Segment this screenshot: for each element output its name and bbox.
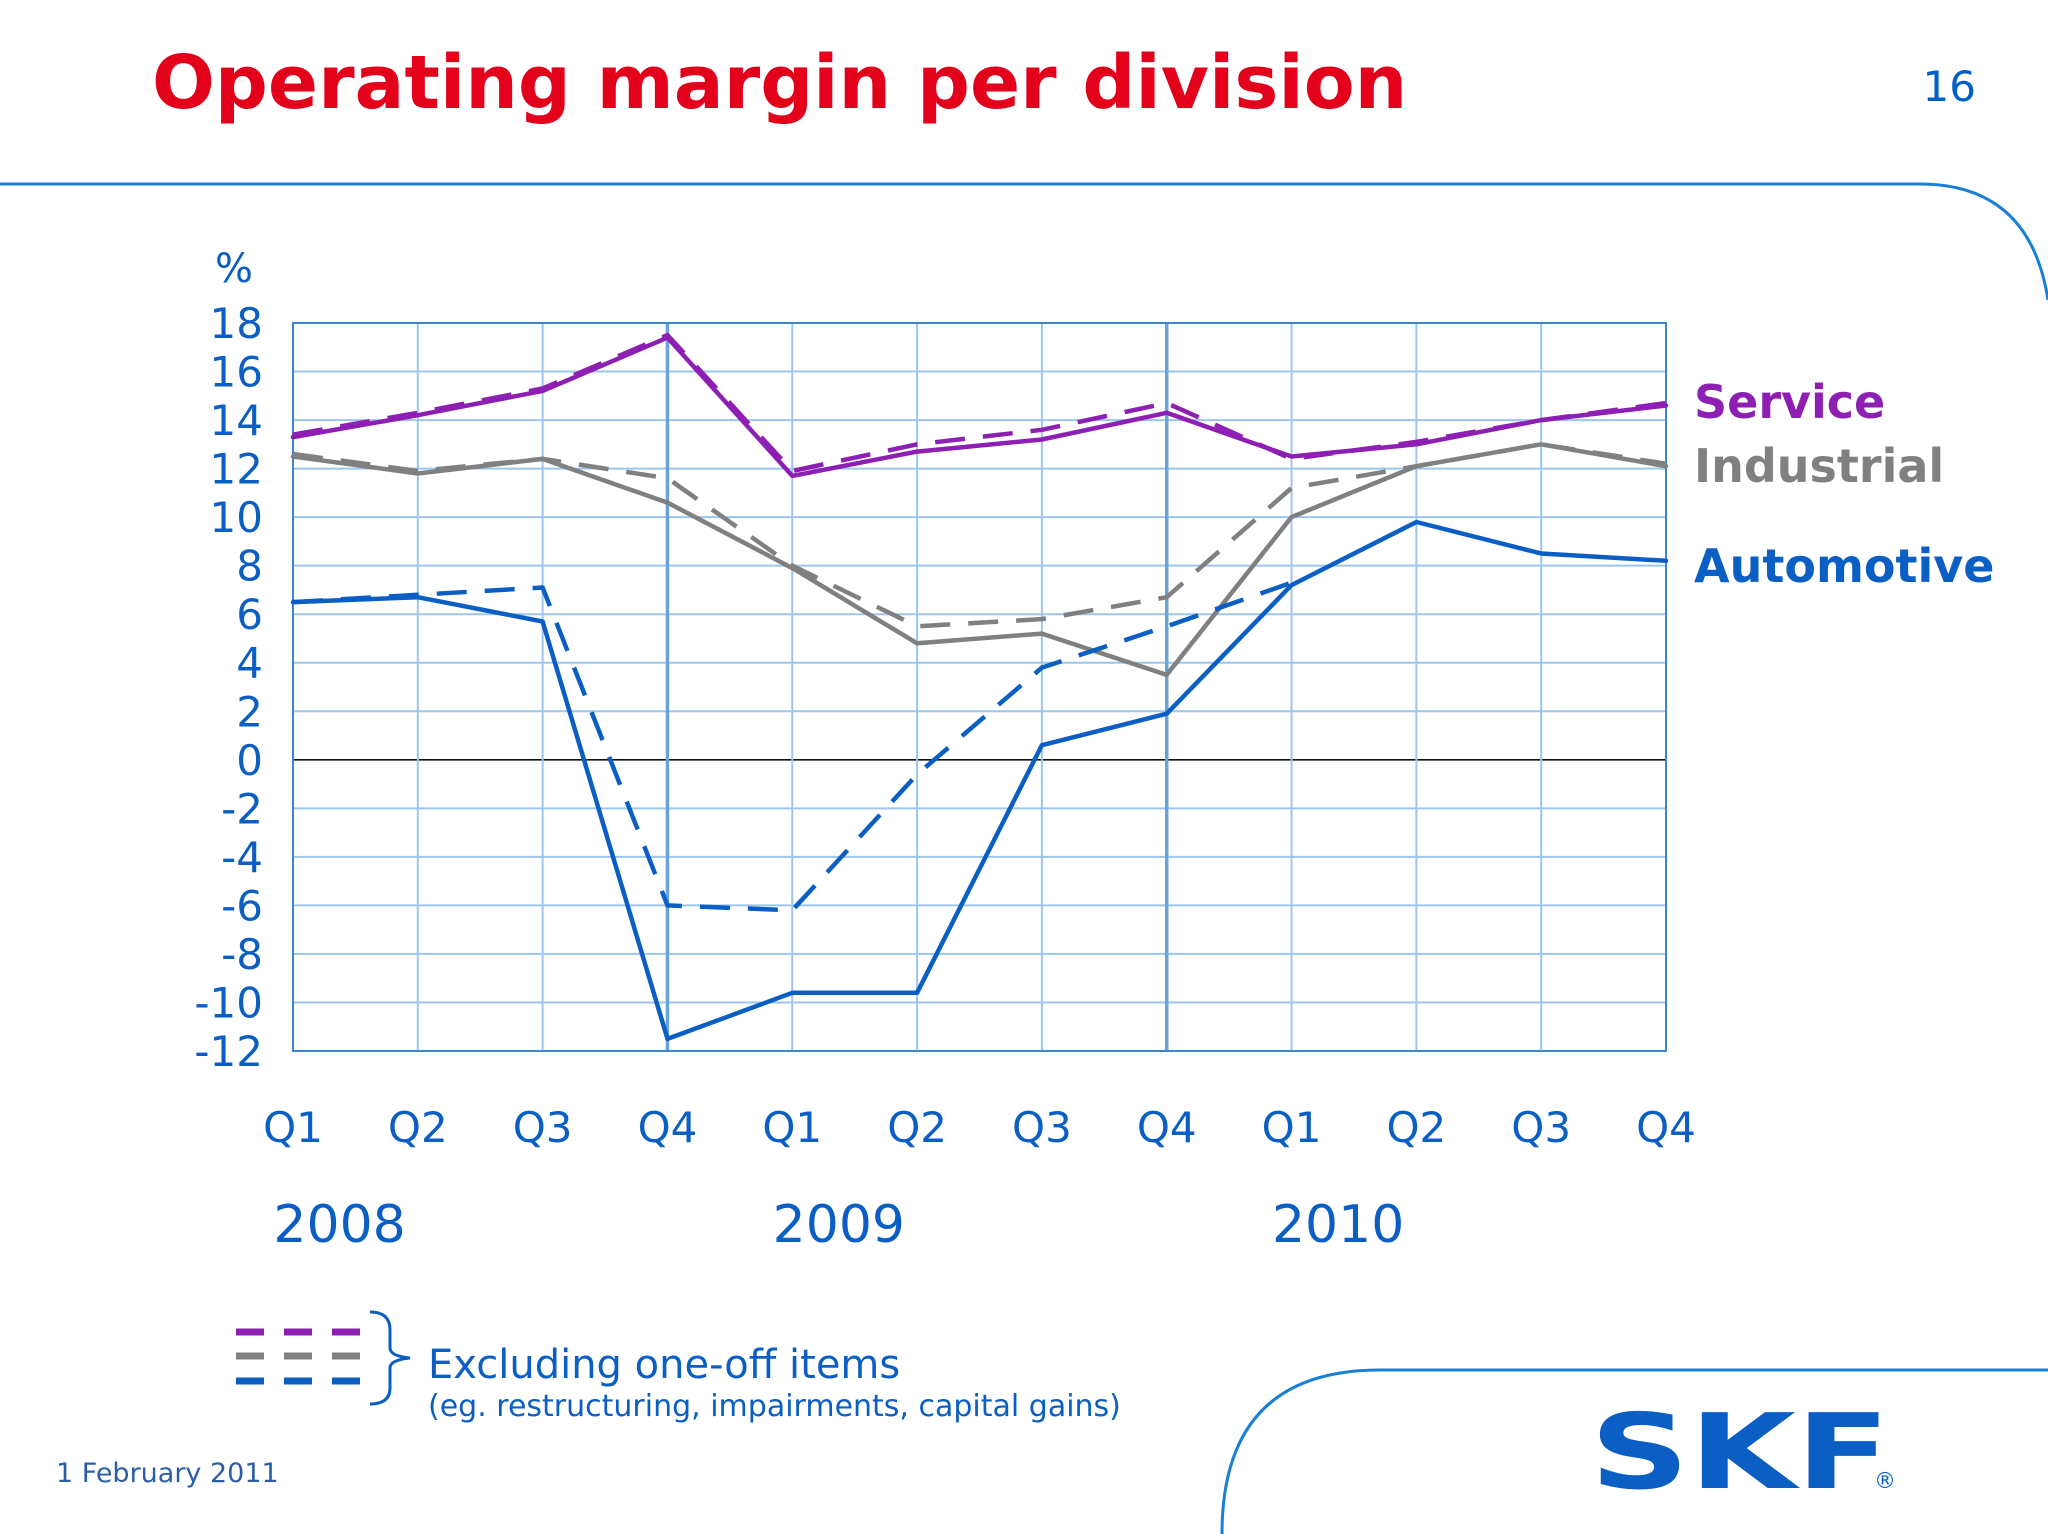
dashed-legend: Excluding one-off items (eg. restructuri… — [236, 1310, 1121, 1424]
x-tick-label: Q1 — [1262, 1103, 1322, 1152]
year-label: 2009 — [773, 1195, 905, 1255]
skf-logo-registered-mark: ® — [1874, 1469, 1896, 1494]
y-tick-label: 16 — [210, 348, 263, 397]
x-tick-label: Q2 — [1386, 1103, 1446, 1152]
legend-note: Excluding one-off items — [428, 1342, 900, 1388]
series-line-automotive — [290, 519, 1669, 1042]
year-label: 2008 — [273, 1195, 405, 1255]
y-tick-label: 12 — [210, 445, 263, 494]
page-title: Operating margin per division — [152, 40, 1408, 126]
legend-brace — [369, 1310, 411, 1406]
x-tick-label: Q3 — [1511, 1103, 1571, 1152]
x-tick-label: Q3 — [1012, 1103, 1072, 1152]
x-tick-label: Q2 — [388, 1103, 448, 1152]
x-tick-label: Q2 — [887, 1103, 947, 1152]
x-tick-label: Q4 — [1137, 1103, 1197, 1152]
series-line-service — [290, 335, 1669, 479]
y-tick-label: -12 — [194, 1027, 263, 1076]
chart-series — [290, 332, 1669, 1042]
legend-note-sub: (eg. restructuring, impairments, capital… — [428, 1389, 1121, 1424]
y-tick-label: -8 — [221, 930, 263, 979]
x-tick-label: Q1 — [762, 1103, 822, 1152]
y-tick-label: 8 — [236, 542, 263, 591]
y-tick-label: 4 — [236, 639, 263, 688]
legend-industrial-label: Industrial — [1694, 439, 1944, 493]
y-tick-label: -4 — [221, 833, 263, 882]
series-line-automotive-dashed — [292, 580, 1293, 913]
y-tick-label: 6 — [236, 590, 263, 639]
y-tick-label: 0 — [236, 736, 263, 785]
plot-border — [292, 322, 1667, 1052]
y-tick-label: 18 — [210, 299, 263, 348]
legend-automotive-label: Automotive — [1694, 539, 1994, 593]
y-tick-label: 2 — [236, 687, 263, 736]
series-line-industrial-dashed — [292, 442, 1667, 629]
year-label: 2010 — [1272, 1195, 1404, 1255]
skf-logo-text: SKF — [1590, 1391, 1890, 1513]
series-line-industrial — [290, 442, 1669, 678]
x-tick-label: Q4 — [1636, 1103, 1696, 1152]
series-line-service-dashed — [292, 332, 1667, 474]
y-axis-unit-label: % — [215, 246, 253, 292]
y-tick-label: 10 — [210, 493, 263, 542]
y-tick-label: 14 — [210, 396, 263, 445]
legend-service-label: Service — [1694, 375, 1885, 429]
y-tick-label: -6 — [221, 881, 263, 930]
x-tick-label: Q1 — [263, 1103, 323, 1152]
x-tick-label: Q4 — [638, 1103, 698, 1152]
page-number: 16 — [1922, 62, 1976, 111]
chart-grid — [292, 322, 1667, 1052]
bottom-frame-curve — [1220, 1368, 2048, 1534]
x-tick-label: Q3 — [513, 1103, 573, 1152]
y-tick-label: -2 — [221, 784, 263, 833]
y-tick-label: -10 — [194, 978, 263, 1027]
skf-logo: SKF ® — [1590, 1391, 1896, 1513]
footer-date: 1 February 2011 — [56, 1458, 279, 1489]
top-frame-curve — [0, 182, 2048, 301]
